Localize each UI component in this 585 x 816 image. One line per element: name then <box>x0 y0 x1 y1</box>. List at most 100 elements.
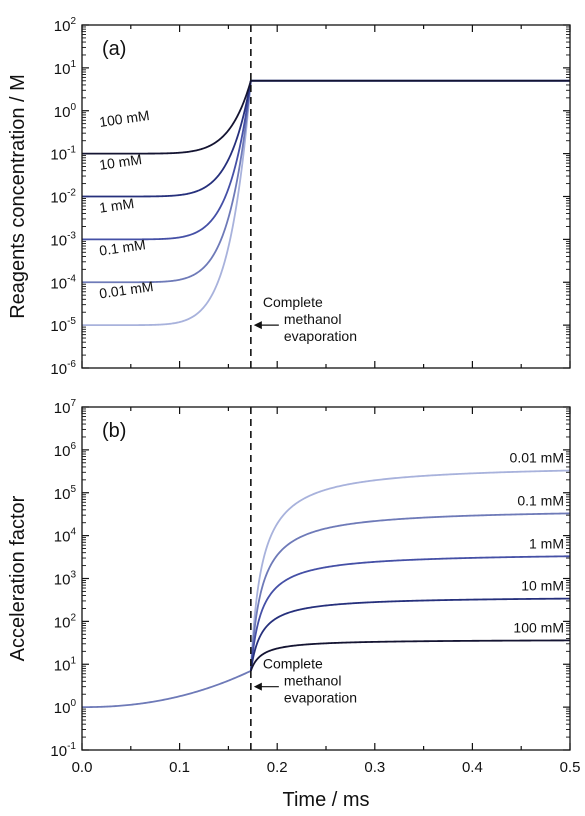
annotation-line: Complete <box>263 656 323 672</box>
y-tick-label: 100 <box>54 698 77 717</box>
y-tick-base: 10 <box>54 400 71 417</box>
y-tick-exponent: -1 <box>67 741 76 752</box>
annotation-line: Complete <box>263 294 323 310</box>
y-tick-exponent: -4 <box>67 273 76 284</box>
y-tick-base: 10 <box>54 529 71 546</box>
x-axis-label: Time / ms <box>282 789 369 811</box>
y-tick-label: 106 <box>54 441 77 460</box>
series-line <box>249 639 570 672</box>
x-tick-label: 0.5 <box>560 759 581 776</box>
x-tick-labels: 0.0 0.1 0.2 0.3 0.4 0.5 <box>72 759 581 776</box>
y-tick-exponent: 6 <box>70 441 76 452</box>
annotation-line: evaporation <box>284 328 357 344</box>
y-tick-exponent: -1 <box>67 145 76 156</box>
y-tick-label: 107 <box>54 398 77 417</box>
series-label: 1 mM <box>98 195 135 216</box>
panel-b-label: (b) <box>102 420 126 442</box>
y-tick-exponent: 7 <box>70 398 76 409</box>
x-tick-label: 0.3 <box>364 759 385 776</box>
y-tick-label: 101 <box>54 655 77 674</box>
series-line <box>82 79 570 284</box>
y-tick-base: 10 <box>54 572 71 589</box>
y-tick-exponent: 2 <box>70 612 76 623</box>
y-tick-exponent: 5 <box>70 484 76 495</box>
x-tick-label: 0.2 <box>267 759 288 776</box>
panel-a-series-labels: 0.01 mM 0.1 mM 1 mM 10 mM 100 mM <box>98 107 154 301</box>
annotation-line: evaporation <box>284 690 357 706</box>
y-tick-base: 10 <box>50 232 67 249</box>
panel-b-ylabel: Acceleration factor <box>7 495 29 661</box>
y-tick-base: 10 <box>50 275 67 292</box>
y-tick-label: 101 <box>54 59 77 78</box>
y-tick-label: 104 <box>54 527 77 546</box>
series-line <box>249 512 571 671</box>
series-line-common <box>81 670 252 709</box>
annotation-line: methanol <box>284 673 342 689</box>
y-tick-exponent: 3 <box>70 570 76 581</box>
x-tick-label: 0.0 <box>72 759 93 776</box>
y-tick-base: 10 <box>50 190 67 207</box>
annotation-arrow-head <box>253 321 262 330</box>
y-tick-base: 10 <box>50 361 67 378</box>
y-tick-label: 10-2 <box>50 188 76 207</box>
y-tick-label: 10-1 <box>50 741 76 760</box>
panel-b-series <box>81 469 571 709</box>
panel-b-series-labels: 0.01 mM 0.1 mM 1 mM 10 mM 100 mM <box>510 450 564 636</box>
y-tick-exponent: -5 <box>67 316 76 327</box>
y-tick-base: 10 <box>54 443 71 460</box>
series-label: 10 mM <box>98 151 143 173</box>
y-tick-base: 10 <box>54 486 71 503</box>
y-tick-label: 10-6 <box>50 359 76 378</box>
y-tick-label: 10-1 <box>50 145 76 164</box>
y-tick-exponent: 0 <box>70 698 76 709</box>
series-label: 100 mM <box>513 619 564 635</box>
y-tick-exponent: -2 <box>67 188 76 199</box>
series-line <box>82 79 570 327</box>
y-tick-exponent: 1 <box>70 655 76 666</box>
y-tick-base: 10 <box>54 104 71 121</box>
series-label: 0.01 mM <box>510 450 564 466</box>
y-tick-base: 10 <box>54 18 71 35</box>
panel-a-ylabel: Reagents concentration / M <box>7 74 29 319</box>
series-line <box>82 79 570 198</box>
y-tick-label: 10-3 <box>50 230 76 249</box>
y-tick-base: 10 <box>50 147 67 164</box>
y-tick-base: 10 <box>54 614 71 631</box>
y-tick-base: 10 <box>54 657 71 674</box>
series-line <box>82 79 570 155</box>
y-tick-exponent: -3 <box>67 230 76 241</box>
panel-a-series <box>82 79 570 327</box>
y-tick-base: 10 <box>54 700 71 717</box>
y-tick-exponent: 4 <box>70 527 76 538</box>
x-tick-label: 0.1 <box>169 759 190 776</box>
series-line <box>249 597 571 672</box>
series-line <box>82 79 570 241</box>
y-tick-label: 102 <box>54 612 77 631</box>
y-tick-exponent: 2 <box>70 16 76 27</box>
panel-b-frame <box>81 406 571 751</box>
y-tick-label: 102 <box>54 16 77 35</box>
panel-a-label: (a) <box>102 38 126 60</box>
series-label: 10 mM <box>521 578 564 594</box>
series-label: 1 mM <box>529 535 564 551</box>
panel-a-frame <box>81 24 571 369</box>
y-tick-base: 10 <box>50 318 67 335</box>
series-label: 0.1 mM <box>517 492 564 508</box>
y-tick-exponent: 1 <box>70 59 76 70</box>
series-line <box>249 469 571 671</box>
y-tick-label: 105 <box>54 484 77 503</box>
series-label: 0.01 mM <box>98 278 154 301</box>
series-label: 0.1 mM <box>98 236 146 258</box>
y-tick-label: 10-4 <box>50 273 76 292</box>
y-tick-label: 103 <box>54 570 77 589</box>
annotation-line: methanol <box>284 311 342 327</box>
annotation-arrow-head <box>253 682 262 691</box>
y-tick-label: 100 <box>54 102 77 121</box>
